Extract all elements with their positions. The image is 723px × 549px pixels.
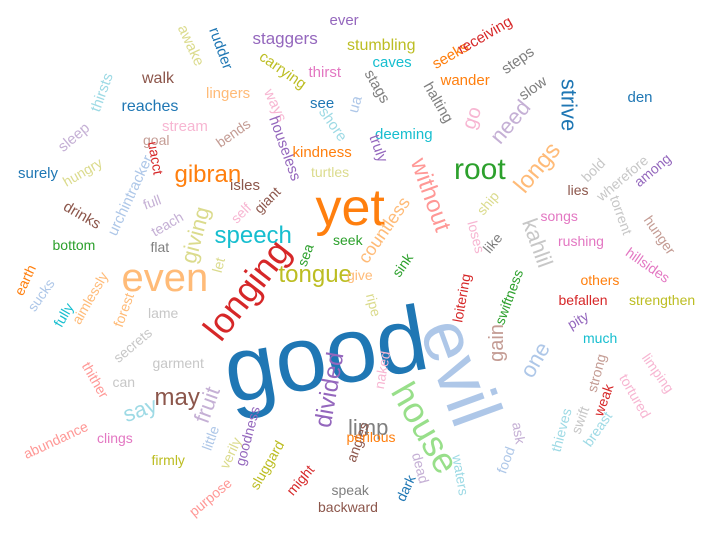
word-secrets: secrets — [109, 324, 155, 366]
word-even: even — [121, 256, 209, 300]
word-stags: stags — [360, 66, 394, 106]
word-may: may — [154, 384, 200, 411]
word-goal: goal — [143, 132, 170, 148]
word-rushing: rushing — [558, 233, 604, 249]
word-food: food — [492, 444, 518, 476]
word-turtles: turtles — [311, 164, 350, 180]
word-abundance: abundance — [20, 418, 90, 462]
word-speech: speech — [214, 222, 292, 249]
word-isles: isles — [230, 176, 261, 194]
word-flat: flat — [150, 239, 170, 255]
word-lies: lies — [567, 182, 589, 198]
word-strengthen: strengthen — [629, 292, 696, 308]
word-drinks: drinks — [60, 197, 104, 233]
word-seek: seek — [333, 232, 363, 248]
word-pity: pity — [564, 307, 592, 333]
word-sink: sink — [388, 250, 416, 280]
word-bold: bold — [578, 154, 609, 186]
word-lingers: lingers — [206, 84, 251, 102]
word-gain: gain — [485, 324, 508, 362]
word-sleep: sleep — [54, 118, 94, 156]
word-fully: fully — [49, 300, 77, 330]
word-surely: surely — [18, 164, 59, 182]
word-steps: steps — [498, 42, 538, 78]
word-others: others — [580, 272, 620, 288]
word-forest: forest — [109, 290, 137, 330]
word-little: little — [198, 423, 222, 453]
word-might: might — [282, 461, 318, 499]
word-carrying: carrying — [255, 47, 309, 93]
word-ever: ever — [329, 11, 359, 29]
word-ua: ua — [344, 93, 366, 115]
word-root: root — [454, 153, 506, 186]
word-yet: yet — [315, 179, 385, 237]
word-songs: songs — [540, 208, 578, 224]
word-give: give — [347, 267, 373, 283]
word-backward: backward — [318, 499, 378, 515]
word-bends: bends — [212, 115, 254, 151]
word-teach: teach — [148, 208, 186, 240]
word-one: one — [514, 337, 555, 382]
word-clings: clings — [97, 430, 133, 446]
word-limp: limp — [348, 415, 389, 440]
word-thirst: thirst — [308, 63, 342, 81]
word-purpose: purpose — [185, 474, 235, 520]
word-caves: caves — [372, 53, 412, 71]
word-awake: awake — [173, 21, 208, 69]
word-rudder: rudder — [204, 24, 236, 72]
word-torrent: torrent — [606, 193, 636, 237]
word-go: go — [457, 103, 487, 133]
word-much: much — [583, 330, 618, 346]
word-strive: strive — [555, 78, 581, 132]
word-lame: lame — [148, 305, 179, 321]
word-tortured: tortured — [616, 371, 655, 421]
word-slow: slow — [515, 72, 551, 104]
word-den: den — [627, 88, 653, 106]
word-ask: ask — [509, 420, 529, 446]
word-befallen: befallen — [558, 292, 608, 308]
word-ship: ship — [473, 188, 503, 218]
word-swiftness: swiftness — [491, 267, 527, 327]
word-walk: walk — [142, 70, 175, 87]
word-hungry: hungry — [59, 154, 105, 190]
word-staggers: staggers — [252, 28, 318, 48]
word-say: say — [119, 391, 161, 428]
word-gibran: gibran — [174, 161, 242, 188]
word-receiving: receiving — [454, 12, 516, 58]
word-kindness: kindness — [292, 143, 352, 161]
word-bottom: bottom — [52, 237, 96, 253]
word-without: without — [404, 154, 457, 236]
word-need: need — [484, 94, 535, 149]
word-deeming: deeming — [375, 125, 433, 143]
word-hunger: hunger — [640, 212, 679, 258]
word-full: full — [140, 191, 164, 213]
word-see: see — [310, 94, 335, 112]
word-speak: speak — [331, 482, 369, 498]
word-garment: garment — [152, 355, 204, 371]
word-sluggard: sluggard — [246, 437, 288, 493]
word-let: let — [208, 255, 228, 275]
word-dark: dark — [392, 472, 419, 504]
word-perilous: perilous — [346, 429, 396, 445]
word-can: can — [112, 374, 136, 390]
word-stream: stream — [162, 117, 208, 135]
word-reaches: reaches — [121, 98, 179, 115]
word-firmly: firmly — [151, 452, 185, 468]
word-stumbling: stumbling — [347, 37, 416, 54]
word-thither: thither — [78, 359, 112, 401]
word-longs: longs — [508, 137, 566, 199]
word-tongue: tongue — [278, 261, 352, 288]
word-wander: wander — [440, 71, 490, 89]
word-limping: limping — [638, 350, 678, 396]
word-thirsts: thirsts — [87, 70, 117, 114]
word-aimlessly: aimlessly — [68, 269, 112, 327]
